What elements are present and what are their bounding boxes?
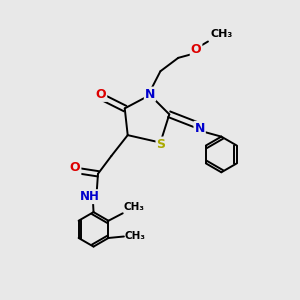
Text: S: S	[157, 138, 166, 151]
Text: CH₃: CH₃	[125, 232, 146, 242]
Text: CH₃: CH₃	[210, 29, 232, 39]
Text: N: N	[145, 88, 155, 100]
Text: O: O	[191, 43, 201, 56]
Text: O: O	[96, 88, 106, 101]
Text: O: O	[70, 161, 80, 174]
Text: N: N	[194, 122, 205, 135]
Text: NH: NH	[80, 190, 100, 203]
Text: CH₃: CH₃	[124, 202, 145, 212]
